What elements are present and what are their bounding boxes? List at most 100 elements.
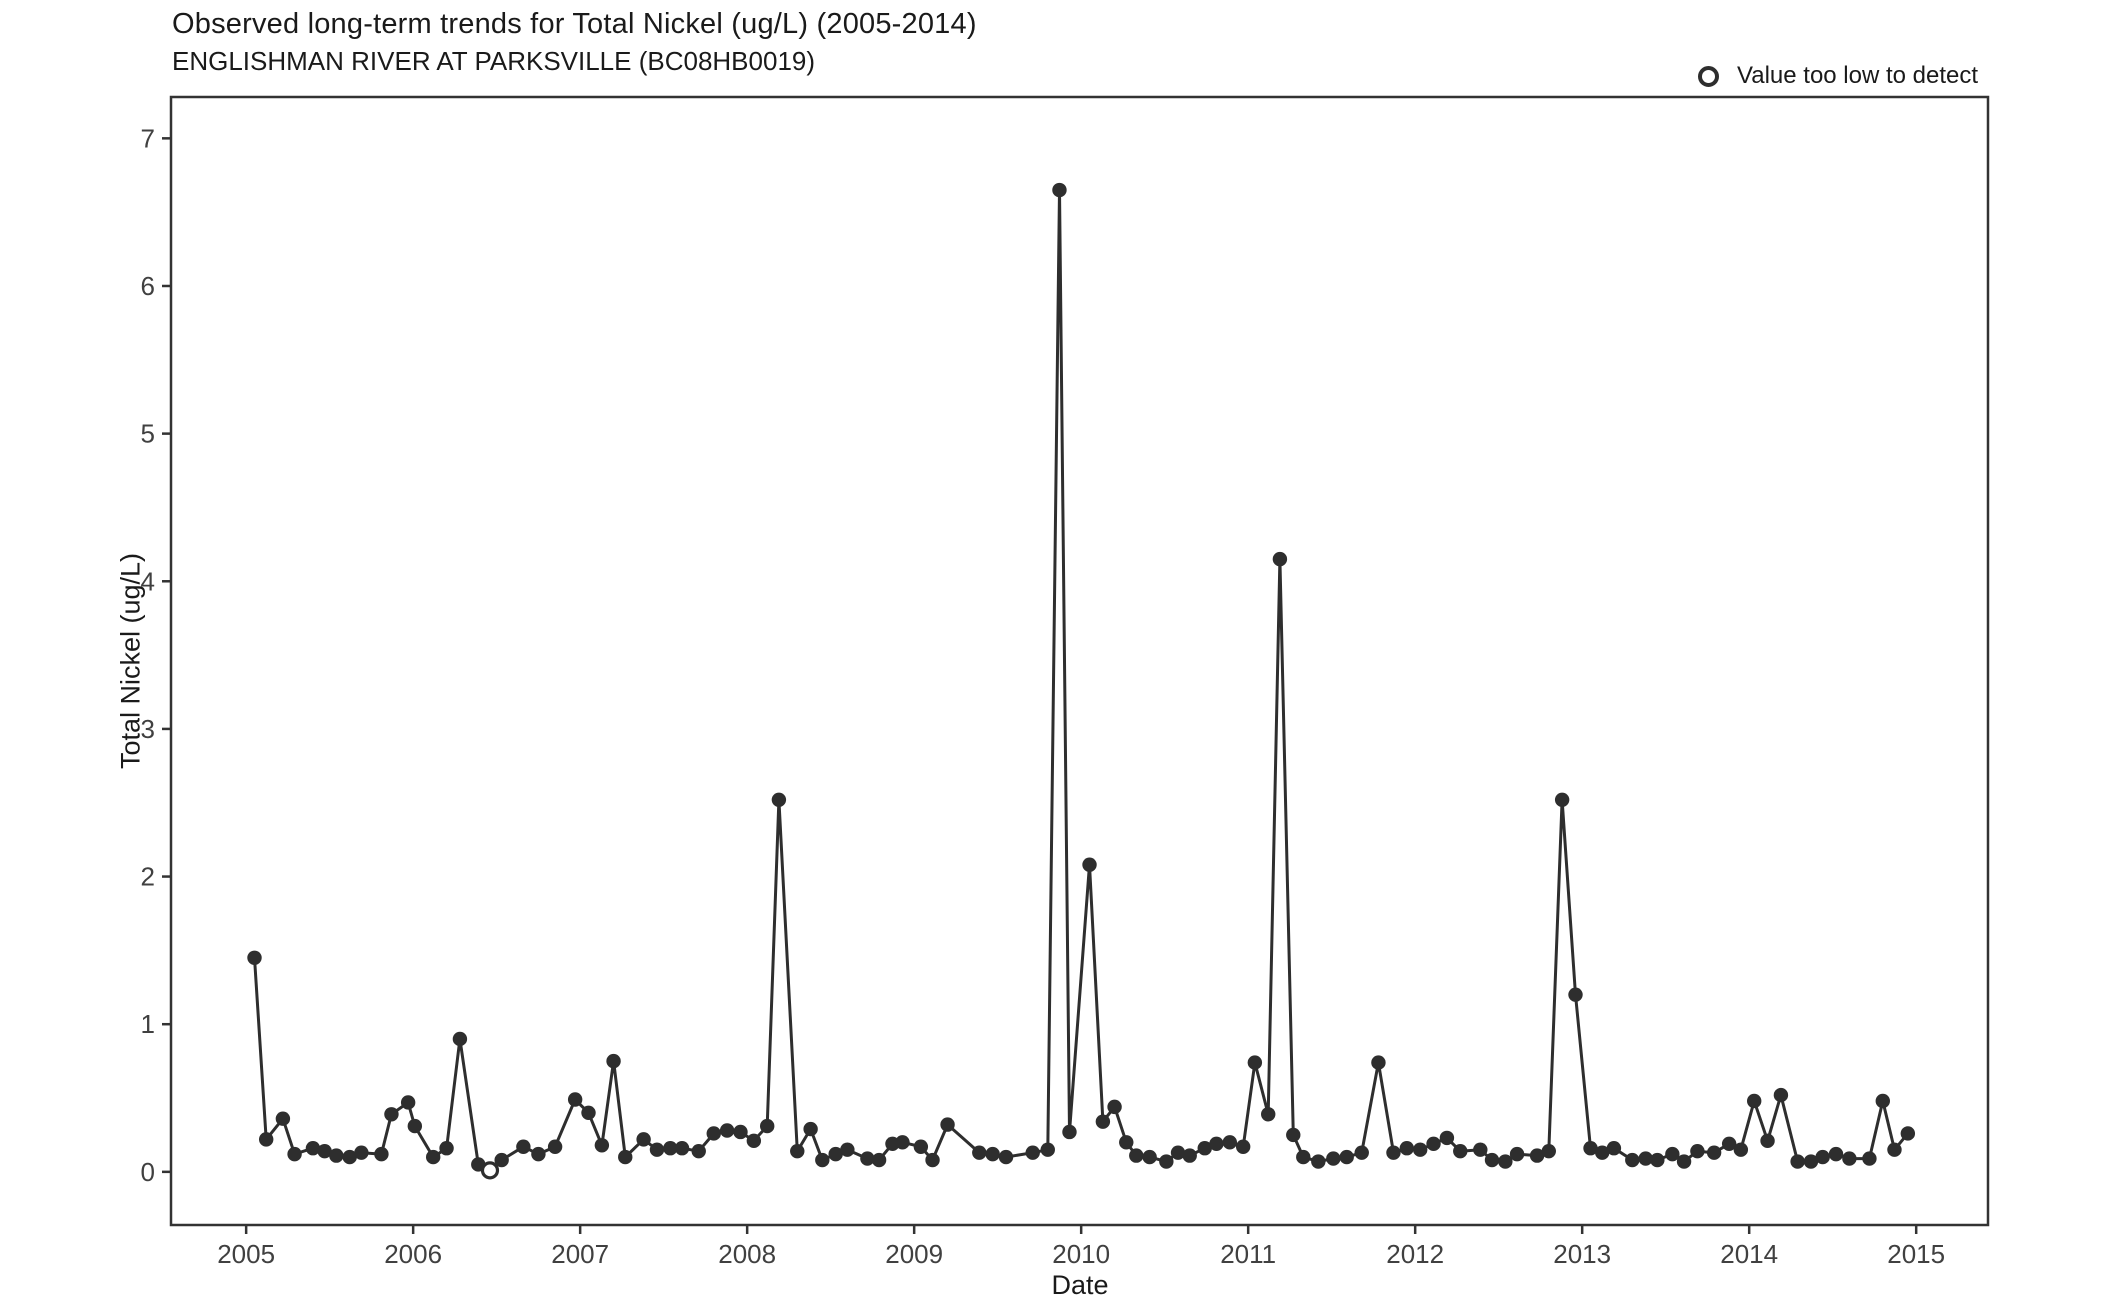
data-point <box>1790 1154 1805 1169</box>
data-point <box>1541 1143 1556 1159</box>
x-tick-label: 2007 <box>551 1239 609 1269</box>
data-point <box>790 1143 805 1159</box>
data-point <box>1412 1142 1428 1157</box>
data-point <box>760 1118 775 1134</box>
data-point <box>771 792 787 807</box>
data-point <box>1261 1107 1276 1122</box>
data-point <box>871 1152 887 1168</box>
y-tick-label: 2 <box>141 862 155 892</box>
data-point <box>828 1146 843 1162</box>
data-point <box>895 1135 910 1150</box>
data-point <box>1875 1093 1890 1109</box>
data-point <box>1170 1145 1186 1160</box>
data-point <box>1746 1093 1762 1109</box>
y-tick-label: 5 <box>141 419 155 449</box>
data-point <box>1311 1154 1326 1169</box>
data-point <box>1453 1143 1468 1159</box>
data-point <box>494 1152 509 1168</box>
data-point <box>1399 1141 1415 1156</box>
data-point <box>1595 1145 1610 1160</box>
x-tick-label: 2013 <box>1553 1239 1611 1269</box>
data-point <box>1706 1145 1722 1160</box>
series-line <box>253 188 1909 1172</box>
open-circle-icon <box>1698 65 1719 87</box>
data-point <box>1842 1151 1857 1166</box>
x-tick-label: 2008 <box>718 1239 776 1269</box>
data-point <box>1222 1135 1238 1150</box>
data-point <box>663 1141 678 1156</box>
data-point <box>1197 1141 1212 1156</box>
x-axis-title: Date <box>1051 1270 1109 1300</box>
data-point <box>452 1031 468 1047</box>
data-point <box>1900 1126 1916 1141</box>
page-title: Observed long-term trends for Total Nick… <box>172 8 977 40</box>
data-point <box>581 1105 596 1120</box>
x-tick-label: 2012 <box>1386 1239 1444 1269</box>
data-point <box>1721 1136 1737 1151</box>
data-point <box>618 1149 633 1165</box>
data-point <box>247 950 262 965</box>
data-point <box>815 1152 830 1168</box>
data-point <box>1339 1149 1354 1165</box>
data-point <box>1676 1154 1692 1169</box>
data-point <box>1650 1152 1665 1168</box>
data-point <box>1119 1135 1134 1150</box>
data-point <box>746 1133 762 1149</box>
data-point <box>1286 1127 1301 1143</box>
legend-label: Value too low to detect <box>1737 62 1979 89</box>
data-point <box>940 1117 955 1132</box>
data-point <box>258 1132 274 1147</box>
data-point <box>354 1145 369 1160</box>
panel-border <box>169 95 1990 1227</box>
data-point <box>706 1126 721 1141</box>
data-point <box>649 1142 665 1157</box>
data-point <box>1040 1142 1055 1157</box>
data-point <box>567 1092 583 1107</box>
data-point <box>1426 1136 1441 1151</box>
x-tick-label: 2006 <box>384 1239 442 1269</box>
data-point <box>1107 1099 1122 1115</box>
data-point <box>1473 1142 1488 1157</box>
data-point <box>1386 1145 1401 1160</box>
data-point <box>407 1118 423 1134</box>
data-point <box>860 1151 875 1166</box>
y-tick-label: 7 <box>141 123 155 153</box>
y-tick-label: 4 <box>141 566 155 596</box>
x-tick-label: 2010 <box>1052 1239 1110 1269</box>
data-point <box>547 1139 563 1154</box>
x-tick-label: 2014 <box>1720 1239 1778 1269</box>
data-point <box>972 1145 987 1160</box>
data-point <box>985 1146 1000 1162</box>
x-tick-label: 2009 <box>885 1239 943 1269</box>
page-subtitle: ENGLISHMAN RIVER AT PARKSVILLE (BC08HB00… <box>172 46 816 76</box>
data-point <box>1862 1151 1877 1166</box>
y-tick-label: 1 <box>141 1009 155 1039</box>
data-point <box>1665 1146 1680 1162</box>
data-point <box>1247 1055 1263 1070</box>
data-point <box>1052 182 1067 198</box>
data-point <box>305 1141 321 1156</box>
data-point <box>1554 792 1570 807</box>
data-point <box>531 1146 546 1162</box>
data-point <box>1439 1130 1455 1146</box>
data-point <box>1583 1141 1598 1156</box>
data-point <box>342 1149 357 1165</box>
data-point <box>1062 1124 1077 1140</box>
data-point <box>1235 1139 1251 1154</box>
data-point <box>636 1132 651 1147</box>
data-point <box>425 1149 441 1165</box>
data-point <box>287 1146 302 1162</box>
data-point <box>1159 1154 1174 1169</box>
data-point <box>1803 1154 1819 1169</box>
data-point <box>1638 1151 1653 1166</box>
data-point <box>1025 1145 1040 1160</box>
data-point <box>1082 857 1097 872</box>
data-point <box>1142 1149 1157 1165</box>
data-point <box>691 1143 706 1159</box>
data-point <box>606 1053 621 1069</box>
data-point <box>317 1143 332 1159</box>
data-point <box>516 1139 531 1154</box>
data-point <box>1272 551 1288 567</box>
data-point <box>674 1141 690 1156</box>
